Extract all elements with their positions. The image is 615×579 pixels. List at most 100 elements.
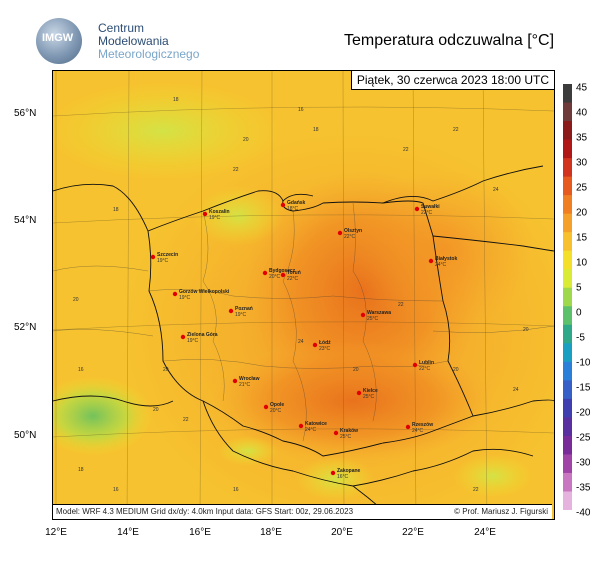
contour-label: 18 <box>173 97 179 103</box>
city-dot <box>228 308 234 314</box>
colorbar-swatch <box>563 454 572 474</box>
lat-label-56: 56°N <box>14 108 37 119</box>
city-dot <box>412 362 418 368</box>
city-dot <box>405 424 411 430</box>
city-dot <box>312 342 318 348</box>
city-dot <box>262 270 268 276</box>
contour-label: 20 <box>243 137 249 143</box>
colorbar-tick-label: 20 <box>576 207 588 219</box>
city-dot <box>263 404 269 410</box>
colorbar-swatch <box>563 121 572 141</box>
city-dot <box>428 258 434 264</box>
city-dot <box>232 378 238 384</box>
colorbar-tick-label: -35 <box>576 482 591 494</box>
contour-label: 16 <box>113 487 119 493</box>
colorbar-swatch <box>563 139 572 159</box>
contour-label: 22 <box>233 167 239 173</box>
city-name: Zakopane <box>337 468 361 474</box>
lon-label-16: 16°E <box>189 527 211 538</box>
colorbar-tick-label: 10 <box>576 257 588 269</box>
model-info-bar: Model: WRF 4.3 MEDIUM Grid dx/dy: 4.0km … <box>53 504 552 519</box>
colorbar-tick-label: -10 <box>576 357 591 369</box>
contour-label: 20 <box>353 367 359 373</box>
colorbar-tick-label: 45 <box>576 82 588 94</box>
colorbar-tick-label: 0 <box>576 307 582 319</box>
imgw-logo-emblem <box>36 18 82 64</box>
colorbar-swatch <box>563 417 572 437</box>
colorbar-tick-label: 15 <box>576 232 588 244</box>
city-name: Białystok <box>435 256 457 262</box>
city-name: Koszalin <box>209 209 230 215</box>
colorbar-swatch <box>563 250 572 270</box>
contour-label: 20 <box>153 407 159 413</box>
city-dot <box>180 334 186 340</box>
imgw-logo-text: IMGW <box>42 32 74 44</box>
colorbar-swatch <box>563 102 572 122</box>
contour-label: 22 <box>473 487 479 493</box>
city-dot <box>330 470 336 476</box>
colorbar-swatch <box>563 195 572 215</box>
city-name: Olsztyn <box>344 228 362 234</box>
city-name: Lublin <box>419 360 434 366</box>
city-name: Wrocław <box>239 376 260 382</box>
institute-name-line2: Modelowania <box>98 34 169 48</box>
imgw-logo: IMGW Centrum Modelowania Meteorologiczne… <box>36 18 206 64</box>
lon-label-18: 18°E <box>260 527 282 538</box>
city-dot <box>360 312 366 318</box>
lat-label-52: 52°N <box>14 322 37 333</box>
contour-label: 24 <box>493 187 499 193</box>
city-name: Łódź <box>319 340 331 346</box>
city-name: Gdańsk <box>287 200 306 206</box>
city-temperature: 19°C <box>157 258 169 264</box>
colorbar-tick-label: -25 <box>576 432 591 444</box>
region-borders <box>53 202 554 442</box>
city-name: Warszawa <box>367 310 391 316</box>
colorbar-swatch <box>563 398 572 418</box>
city-temperature: 18°C <box>287 206 299 212</box>
lat-label-50: 50°N <box>14 430 37 441</box>
lon-label-22: 22°E <box>402 527 424 538</box>
city-temperature: 24°C <box>412 428 424 434</box>
colorbar-swatch <box>563 361 572 381</box>
colorbar-tick-label: 35 <box>576 132 588 144</box>
colorbar-swatch <box>563 472 572 492</box>
city-name: Poznań <box>235 306 253 312</box>
city-name: Bydgoszcz <box>269 268 296 274</box>
city-temperature: 22°C <box>344 234 356 240</box>
city-temperature: 16°C <box>337 474 349 480</box>
contour-label: 16 <box>233 487 239 493</box>
colorbar-tick-label: 25 <box>576 182 588 194</box>
city-temperature: 21°C <box>239 382 251 388</box>
model-info-text: Model: WRF 4.3 MEDIUM Grid dx/dy: 4.0km … <box>56 507 354 516</box>
contour-label: 18 <box>113 207 119 213</box>
city-dot <box>280 202 286 208</box>
city-temperature: 25°C <box>367 316 379 322</box>
city-temperature: 23°C <box>319 346 331 352</box>
city-temperature: 25°C <box>340 434 352 440</box>
lon-label-12: 12°E <box>45 527 67 538</box>
contour-label: 16 <box>298 107 304 113</box>
colorbar-tick-label: -5 <box>576 332 585 344</box>
colorbar-swatch <box>563 269 572 289</box>
colorbar-swatch <box>563 84 572 104</box>
colorbar-tick-label: 30 <box>576 157 588 169</box>
city-temperature: 22°C <box>421 210 433 216</box>
colorbar-swatch <box>563 232 572 252</box>
contour-label: 20 <box>163 367 169 373</box>
colorbar-swatch <box>563 491 572 510</box>
contour-label: 18 <box>78 467 84 473</box>
colorbar-tick-label: -20 <box>576 407 591 419</box>
